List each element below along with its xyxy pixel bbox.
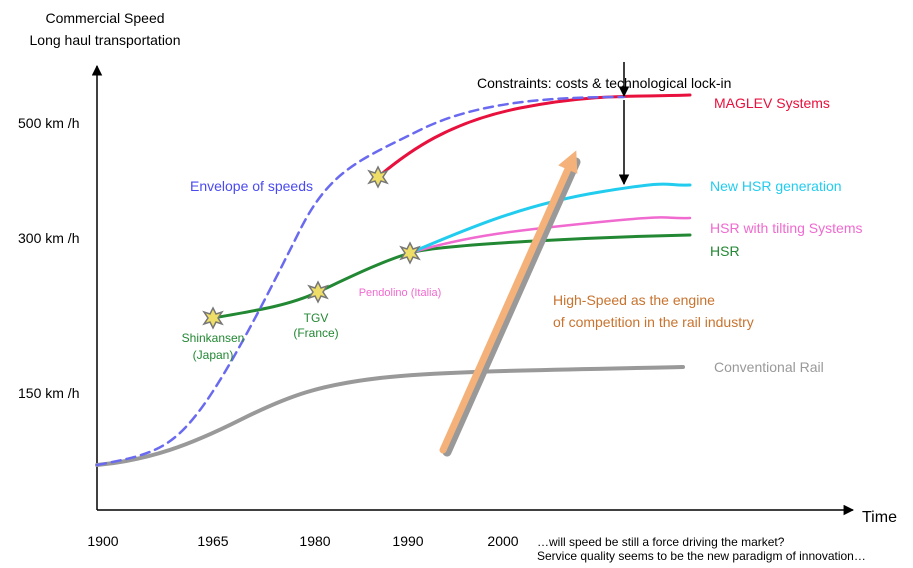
axes — [91, 64, 855, 516]
engine-arrow-shadow — [442, 157, 581, 457]
annotation: High-Speed as the engine — [553, 292, 715, 308]
milestone-star — [367, 165, 389, 189]
x-label: 2000 — [487, 533, 518, 549]
x-title: Time — [862, 509, 897, 526]
new-hsr-curve — [408, 182, 692, 255]
x-label: 1965 — [197, 533, 228, 549]
tilting-curve — [408, 216, 692, 255]
curve-label: Envelope of speeds — [190, 178, 313, 194]
curve-label: New HSR generation — [710, 178, 842, 194]
y-label: 150 km /h — [18, 385, 79, 401]
milestone-label: (Japan) — [193, 348, 234, 362]
curve-label: MAGLEV Systems — [714, 95, 830, 111]
annotation: Constraints: costs & technological lock-… — [477, 75, 731, 91]
y-title: Long haul transportation — [30, 32, 181, 48]
x-label: 1990 — [392, 533, 423, 549]
milestone-label: Shinkansen — [182, 331, 245, 345]
conventional-curve — [95, 365, 685, 467]
curve-label: Conventional Rail — [714, 359, 824, 375]
engine-arrow — [439, 150, 578, 454]
curve-label: HSR — [710, 243, 740, 259]
y-label: 500 km /h — [18, 115, 79, 131]
milestone-star — [202, 306, 224, 330]
y-title: Commercial Speed — [45, 10, 164, 26]
annotation: …will speed be still a force driving the… — [537, 535, 785, 549]
curve-label: HSR with tilting Systems — [710, 220, 862, 236]
milestone-label: Pendolino (Italia) — [359, 287, 442, 299]
x-label: 1980 — [299, 533, 330, 549]
x-label: 1900 — [87, 533, 118, 549]
annotation: Service quality seems to be the new para… — [537, 549, 866, 563]
y-label: 300 km /h — [18, 230, 79, 246]
milestone-star — [399, 241, 421, 265]
milestone-label: (France) — [293, 326, 338, 340]
milestone-star — [307, 280, 329, 304]
maglev-curve — [376, 93, 692, 179]
annotation: of competition in the rail industry — [553, 314, 754, 330]
envelope-curve — [95, 95, 626, 467]
milestone-label: TGV — [304, 311, 329, 325]
hsr-curve — [211, 233, 692, 320]
